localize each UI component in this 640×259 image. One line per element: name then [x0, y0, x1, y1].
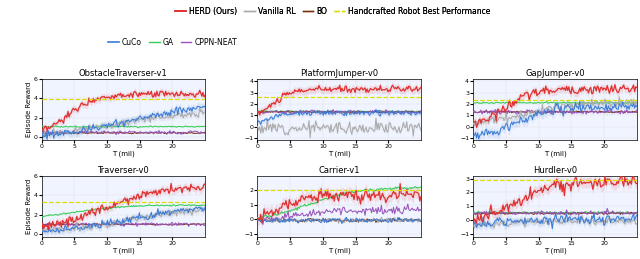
Legend: HERD (Ours), Vanilla RL, BO, Handcrafted Robot Best Performance: HERD (Ours), Vanilla RL, BO, Handcrafted…	[172, 4, 493, 19]
Title: Hurdler-v0: Hurdler-v0	[533, 166, 577, 175]
Title: Carrier-v1: Carrier-v1	[319, 166, 360, 175]
X-axis label: T (mil): T (mil)	[328, 151, 351, 157]
Legend: CuCo, GA, CPPN-NEAT: CuCo, GA, CPPN-NEAT	[106, 35, 240, 50]
Y-axis label: Episode Reward: Episode Reward	[26, 82, 32, 137]
Title: ObstacleTraverser-v1: ObstacleTraverser-v1	[79, 69, 168, 78]
X-axis label: T (mil): T (mil)	[112, 151, 135, 157]
X-axis label: T (mil): T (mil)	[112, 248, 135, 254]
Y-axis label: Episode Reward: Episode Reward	[26, 179, 32, 234]
X-axis label: T (mil): T (mil)	[328, 248, 351, 254]
X-axis label: T (mil): T (mil)	[543, 151, 566, 157]
Title: GapJumper-v0: GapJumper-v0	[525, 69, 585, 78]
Title: PlatformJumper-v0: PlatformJumper-v0	[300, 69, 378, 78]
X-axis label: T (mil): T (mil)	[543, 248, 566, 254]
Title: Traverser-v0: Traverser-v0	[97, 166, 149, 175]
